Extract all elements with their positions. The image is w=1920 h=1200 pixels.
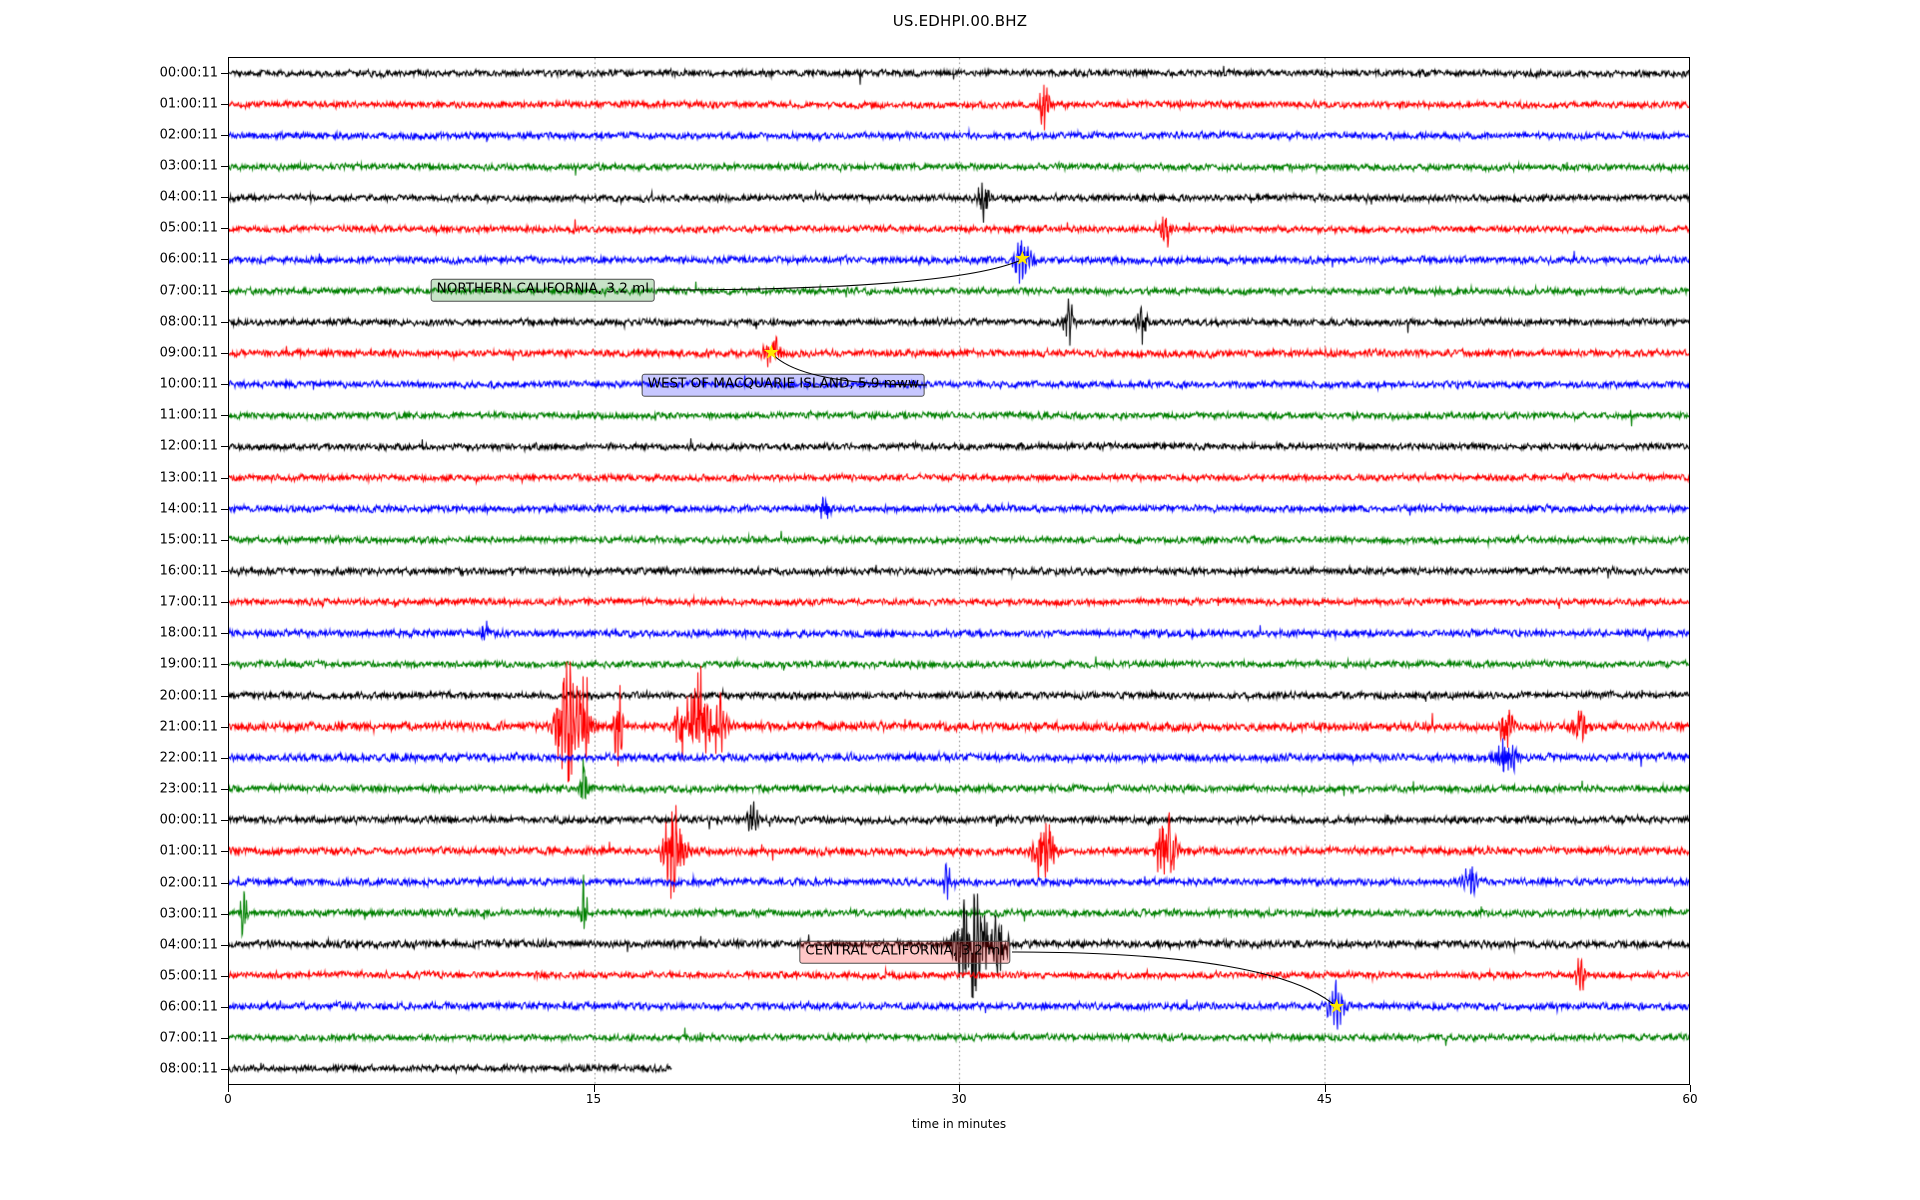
y-axis-tick-mark bbox=[221, 197, 229, 199]
x-axis-tick-mark bbox=[1690, 1085, 1691, 1092]
y-axis-tick-label: 00:00:11 bbox=[159, 65, 218, 81]
x-axis-tick-mark bbox=[959, 1085, 960, 1092]
y-axis-tick-mark bbox=[221, 134, 229, 136]
x-axis-tick-mark bbox=[1324, 1085, 1326, 1092]
event-label: WEST OF MACQUARIE ISLAND, 5.9 mww bbox=[641, 373, 925, 397]
x-axis-tick-mark bbox=[593, 1085, 595, 1092]
x-axis-tick-label: 45 bbox=[1316, 1092, 1333, 1106]
y-axis-tick-label: 04:00:11 bbox=[159, 937, 218, 953]
y-axis-tick-mark bbox=[221, 664, 229, 666]
x-axis-tick-label: 60 bbox=[1682, 1092, 1698, 1106]
y-axis-tick-label: 10:00:11 bbox=[159, 376, 218, 392]
y-axis-tick-mark bbox=[221, 1069, 229, 1071]
y-axis-tick-label: 18:00:11 bbox=[159, 625, 218, 641]
y-axis-tick-label: 00:00:11 bbox=[159, 812, 218, 828]
y-axis-tick-label: 01:00:11 bbox=[159, 843, 218, 859]
y-axis-tick-mark bbox=[221, 975, 229, 977]
y-axis-tick-label: 02:00:11 bbox=[159, 127, 218, 143]
y-axis-tick-mark bbox=[221, 72, 229, 74]
x-axis-label: time in minutes bbox=[911, 1117, 1007, 1131]
y-axis-tick-mark bbox=[221, 259, 229, 261]
y-axis-tick-label: 01:00:11 bbox=[159, 96, 218, 112]
y-axis-tick-mark bbox=[221, 1007, 229, 1009]
y-axis-tick-mark bbox=[221, 944, 229, 946]
x-axis-tick-label: 0 bbox=[224, 1092, 232, 1106]
y-axis-tick-label: 15:00:11 bbox=[159, 532, 218, 548]
plot-axes bbox=[228, 57, 1690, 1085]
y-axis-tick-mark bbox=[221, 166, 229, 168]
y-axis-tick-mark bbox=[221, 1038, 229, 1040]
y-axis-tick-label: 19:00:11 bbox=[159, 656, 218, 672]
y-axis-tick-mark bbox=[221, 446, 229, 448]
y-axis-tick-mark bbox=[221, 633, 229, 635]
seismogram-canvas bbox=[229, 58, 1689, 1084]
y-axis-tick-label: 07:00:11 bbox=[159, 1030, 218, 1046]
y-axis-tick-label: 20:00:11 bbox=[159, 688, 218, 704]
y-axis-tick-label: 12:00:11 bbox=[159, 438, 218, 454]
y-axis-tick-label: 22:00:11 bbox=[159, 750, 218, 766]
y-axis-tick-label: 23:00:11 bbox=[159, 781, 218, 797]
y-axis-tick-mark bbox=[221, 726, 229, 728]
y-axis-tick-mark bbox=[221, 913, 229, 915]
y-axis-tick-label: 16:00:11 bbox=[159, 563, 218, 579]
y-axis-tick-mark bbox=[221, 851, 229, 853]
y-axis-tick-mark bbox=[221, 290, 229, 292]
y-axis-tick-label: 03:00:11 bbox=[159, 158, 218, 174]
y-axis-tick-mark bbox=[221, 820, 229, 822]
y-axis-tick-label: 11:00:11 bbox=[159, 407, 218, 423]
y-axis-tick-mark bbox=[221, 695, 229, 697]
x-axis-tick-label: 15 bbox=[585, 1092, 602, 1106]
y-axis-tick-label: 14:00:11 bbox=[159, 501, 218, 517]
y-axis-tick-label: 08:00:11 bbox=[159, 1061, 218, 1077]
y-axis-tick-mark bbox=[221, 384, 229, 386]
y-axis-tick-mark bbox=[221, 508, 229, 510]
y-axis-tick-label: 02:00:11 bbox=[159, 875, 218, 890]
y-axis-tick-mark bbox=[221, 539, 229, 541]
y-axis-tick-label: 17:00:11 bbox=[159, 594, 218, 610]
y-axis-tick-mark bbox=[221, 602, 229, 604]
y-axis-tick-mark bbox=[221, 103, 229, 105]
y-axis-tick-mark bbox=[221, 571, 229, 572]
x-axis-tick-mark bbox=[228, 1085, 229, 1092]
event-star-icon: ★ bbox=[1013, 247, 1031, 270]
y-axis-tick-mark bbox=[221, 789, 229, 791]
y-axis-tick-mark bbox=[221, 882, 229, 884]
y-axis-tick-label: 06:00:11 bbox=[159, 999, 218, 1015]
y-axis-tick-label: 07:00:11 bbox=[159, 283, 218, 299]
y-axis-tick-label: 08:00:11 bbox=[159, 314, 218, 330]
page-title: US.EDHPI.00.BHZ bbox=[892, 12, 1028, 30]
event-label: NORTHERN CALIFORNIA, 3.2 ml bbox=[430, 278, 655, 302]
y-axis-tick-mark bbox=[221, 321, 229, 323]
y-axis-tick-label: 04:00:11 bbox=[159, 189, 218, 205]
y-axis-tick-label: 06:00:11 bbox=[159, 251, 218, 267]
y-axis-tick-mark bbox=[221, 415, 229, 417]
y-axis-tick-mark bbox=[221, 228, 229, 230]
y-axis-tick-mark bbox=[221, 352, 229, 354]
y-axis-tick-label: 13:00:11 bbox=[159, 470, 218, 486]
event-label: CENTRAL CALIFORNIA, 3.2 ml bbox=[799, 940, 1010, 964]
y-axis-tick-mark bbox=[221, 757, 229, 759]
y-axis-tick-label: 21:00:11 bbox=[159, 719, 218, 735]
y-axis-tick-label: 05:00:11 bbox=[159, 968, 218, 984]
y-axis-tick-label: 09:00:11 bbox=[159, 345, 218, 361]
y-axis-tick-label: 05:00:11 bbox=[159, 220, 218, 236]
y-axis-tick-mark bbox=[221, 477, 229, 479]
x-axis-tick-label: 30 bbox=[951, 1092, 967, 1106]
event-star-icon: ★ bbox=[1328, 995, 1346, 1018]
event-star-icon: ★ bbox=[762, 341, 780, 364]
y-axis-tick-label: 03:00:11 bbox=[159, 906, 218, 922]
